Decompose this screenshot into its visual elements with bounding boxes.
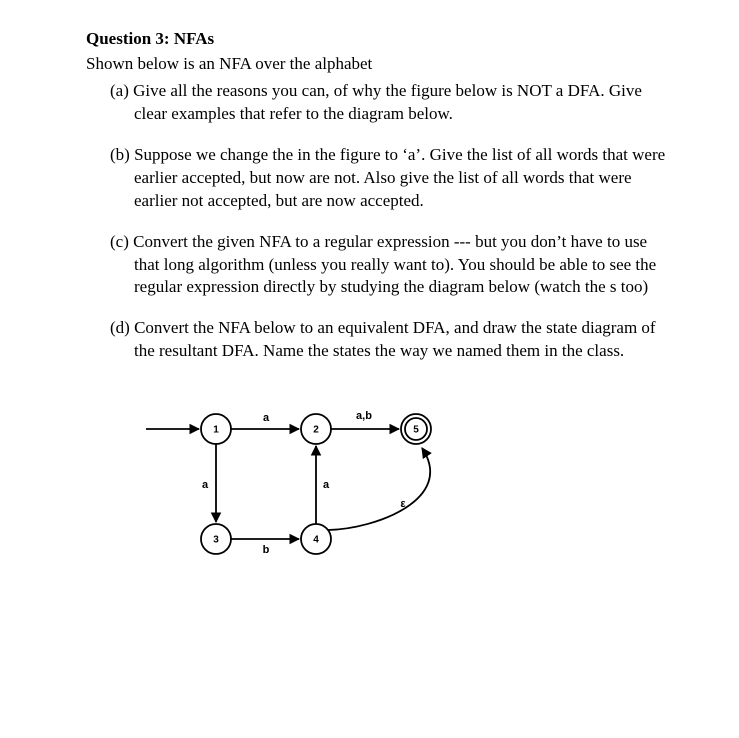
svg-text:1: 1 <box>213 425 219 436</box>
part-d: (d) Convert the NFA below to an equivale… <box>110 317 669 363</box>
part-b: (b) Suppose we change the in the figure … <box>110 144 669 213</box>
svg-text:2: 2 <box>313 425 319 436</box>
part-c: (c) Convert the given NFA to a regular e… <box>110 231 669 300</box>
svg-text:b: b <box>263 544 270 556</box>
svg-text:a,b: a,b <box>356 410 372 422</box>
svg-text:a: a <box>263 412 270 424</box>
nfa-svg: a a,b a a b ε 1 2 5 3 4 <box>126 389 486 579</box>
svg-text:3: 3 <box>213 535 219 546</box>
svg-text:4: 4 <box>313 535 319 546</box>
part-a: (a) Give all the reasons you can, of why… <box>110 80 669 126</box>
svg-text:a: a <box>202 479 209 491</box>
svg-text:5: 5 <box>413 425 419 436</box>
question-heading: Question 3: NFAs <box>86 28 669 51</box>
svg-text:ε: ε <box>400 498 406 510</box>
svg-text:a: a <box>323 479 330 491</box>
nfa-diagram: a a,b a a b ε 1 2 5 3 4 <box>126 389 669 586</box>
intro-text: Shown below is an NFA over the alphabet <box>86 53 669 76</box>
